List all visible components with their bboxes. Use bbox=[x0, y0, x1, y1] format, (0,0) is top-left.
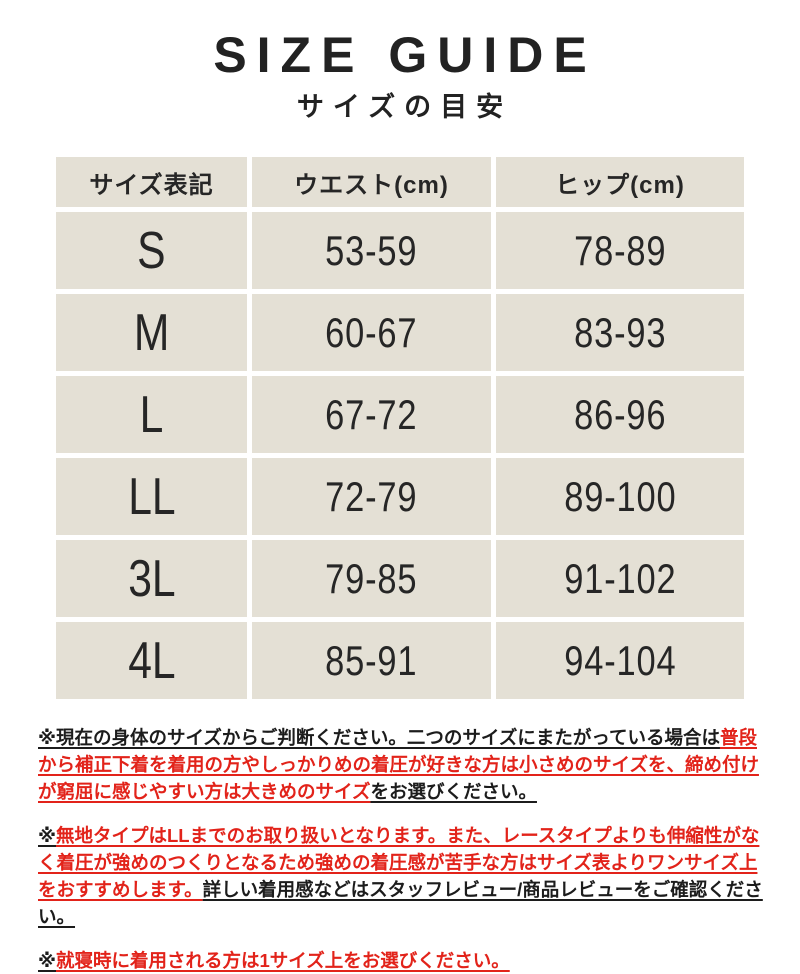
col-header-hip: ヒップ(cm) bbox=[496, 157, 744, 207]
hip-cell: 91-102 bbox=[496, 540, 744, 617]
range-value: 91-102 bbox=[563, 554, 677, 602]
size-label: 3L bbox=[127, 549, 176, 608]
note-segment: ※ bbox=[38, 950, 56, 971]
range-value: 60-67 bbox=[325, 308, 418, 356]
note-segment: 詳しい着用感などはスタッフレビュー/商品レビューをご確認ください。 bbox=[38, 879, 763, 927]
size-label: LL bbox=[127, 467, 176, 526]
size-label: S bbox=[137, 221, 166, 280]
range-value: 78-89 bbox=[573, 226, 667, 274]
hip-cell: 83-93 bbox=[496, 294, 744, 371]
waist-cell: 53-59 bbox=[252, 212, 491, 289]
size-label: 4L bbox=[127, 631, 176, 690]
range-value: 79-85 bbox=[325, 554, 418, 602]
col-header-size: サイズ表記 bbox=[56, 157, 247, 207]
range-value: 72-79 bbox=[325, 472, 418, 520]
hip-cell: 94-104 bbox=[496, 622, 744, 699]
page-subtitle: サイズの目安 bbox=[296, 92, 513, 122]
size-label: M bbox=[133, 303, 170, 362]
size-cell: M bbox=[56, 294, 247, 371]
size-cell: S bbox=[56, 212, 247, 289]
range-value: 53-59 bbox=[325, 226, 418, 274]
range-value: 89-100 bbox=[563, 472, 677, 520]
range-value: 83-93 bbox=[573, 308, 667, 356]
size-cell: L bbox=[56, 376, 247, 453]
page-title: SIZE GUIDE bbox=[213, 27, 597, 83]
note-segment: ※ bbox=[38, 825, 56, 846]
note-3: ※就寝時に着用される方は1サイズ上をお選びください。 bbox=[38, 947, 766, 974]
range-value: 67-72 bbox=[325, 390, 418, 438]
size-table: サイズ表記 ウエスト(cm) ヒップ(cm) S 53-59 78-89 M 60-67 83-… bbox=[56, 157, 744, 699]
range-value: 85-91 bbox=[325, 636, 418, 684]
size-cell: LL bbox=[56, 458, 247, 535]
col-header-waist: ウエスト(cm) bbox=[252, 157, 491, 207]
size-cell: 3L bbox=[56, 540, 247, 617]
waist-cell: 85-91 bbox=[252, 622, 491, 699]
note-1: ※現在の身体のサイズからご判断ください。二つのサイズにまたがっている場合は普段か… bbox=[38, 724, 766, 805]
range-value: 86-96 bbox=[573, 390, 667, 438]
hip-cell: 89-100 bbox=[496, 458, 744, 535]
hip-cell: 78-89 bbox=[496, 212, 744, 289]
note-segment: をお選びください。 bbox=[370, 781, 537, 802]
waist-cell: 60-67 bbox=[252, 294, 491, 371]
note-segment: ※現在の身体のサイズからご判断ください。二つのサイズにまたがっている場合は bbox=[38, 727, 720, 748]
hip-cell: 86-96 bbox=[496, 376, 744, 453]
waist-cell: 79-85 bbox=[252, 540, 491, 617]
note-segment-highlight: 普段から補正下着を着用の方やしっかりめの着圧が好きな方は小さめのサイズを、締め付… bbox=[38, 727, 759, 802]
note-segment-highlight: 無地タイプはLLまでのお取り扱いとなります。また、レースタイプよりも伸縮性がなく… bbox=[38, 825, 760, 900]
note-segment-highlight: 就寝時に着用される方は1サイズ上をお選びください。 bbox=[56, 950, 510, 971]
waist-cell: 67-72 bbox=[252, 376, 491, 453]
size-label: L bbox=[139, 385, 164, 444]
note-2: ※無地タイプはLLまでのお取り扱いとなります。また、レースタイプよりも伸縮性がな… bbox=[38, 822, 766, 930]
waist-cell: 72-79 bbox=[252, 458, 491, 535]
range-value: 94-104 bbox=[563, 636, 677, 684]
notes-section: ※現在の身体のサイズからご判断ください。二つのサイズにまたがっている場合は普段か… bbox=[38, 724, 766, 974]
size-cell: 4L bbox=[56, 622, 247, 699]
